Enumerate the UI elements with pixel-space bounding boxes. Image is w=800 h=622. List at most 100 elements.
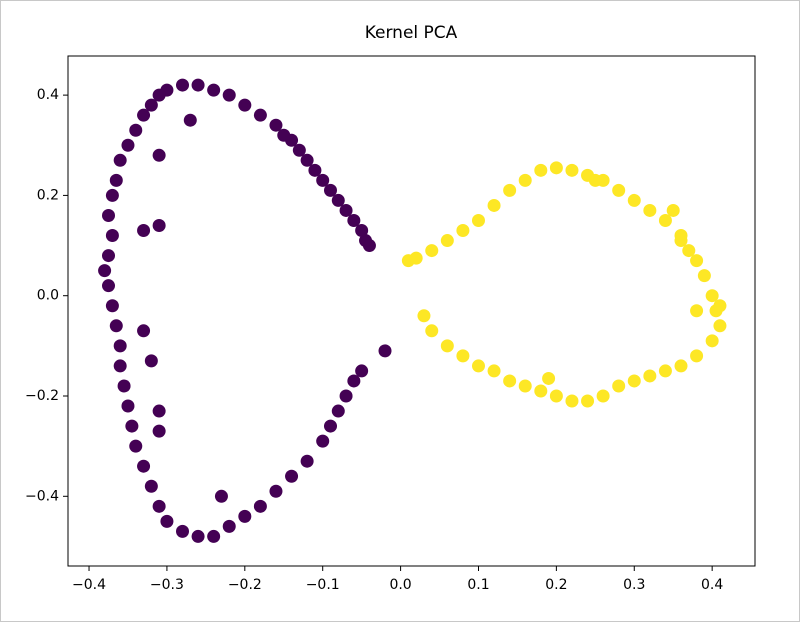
point (98, 264, 112, 278)
point (627, 374, 641, 388)
y-tick-label: 0.0 (37, 288, 59, 304)
point (323, 419, 337, 433)
point (588, 173, 602, 187)
point (503, 374, 517, 388)
point (690, 304, 704, 318)
point (347, 374, 361, 388)
point (152, 424, 166, 438)
point (137, 459, 151, 473)
point (682, 244, 696, 258)
point (105, 299, 119, 313)
point (152, 148, 166, 162)
point (425, 324, 439, 338)
point (121, 399, 135, 413)
point (207, 83, 221, 97)
point (109, 319, 123, 333)
point (183, 113, 197, 127)
point (503, 183, 517, 197)
point (666, 203, 680, 217)
point (176, 524, 189, 538)
point (518, 379, 532, 393)
point (487, 198, 501, 212)
y-tick-label: −0.2 (25, 388, 59, 404)
point (417, 309, 431, 323)
x-tick-label: −0.3 (150, 577, 184, 593)
y-tick-label: −0.4 (25, 488, 59, 504)
point (612, 379, 626, 393)
point (612, 183, 626, 197)
point (316, 173, 330, 187)
x-tick-label: 0.4 (701, 577, 723, 593)
x-tick-label: 0.0 (389, 577, 411, 593)
point (565, 394, 579, 408)
point (378, 344, 392, 358)
point (160, 514, 174, 528)
point (253, 108, 267, 122)
point (643, 369, 657, 383)
point (113, 339, 127, 353)
x-tick-label: 0.1 (467, 577, 489, 593)
point (316, 434, 330, 448)
chart-title: Kernel PCA (365, 23, 458, 43)
point (471, 213, 485, 227)
point (323, 183, 337, 197)
point (331, 193, 345, 207)
point (137, 108, 151, 122)
y-tick-label: 0.4 (37, 87, 59, 103)
point (102, 249, 116, 263)
x-tick-label: 0.3 (623, 577, 645, 593)
point (277, 128, 291, 142)
point (253, 499, 267, 513)
y-tick-label: 0.2 (37, 187, 59, 203)
point (713, 299, 727, 313)
point (285, 469, 299, 483)
point (222, 88, 236, 102)
point (331, 404, 345, 418)
point (643, 203, 657, 217)
point (456, 349, 470, 363)
point (705, 289, 719, 303)
point (549, 389, 563, 403)
point (207, 529, 221, 543)
point (542, 371, 556, 385)
point (105, 229, 119, 243)
point (565, 163, 579, 177)
point (339, 389, 353, 403)
point (487, 364, 501, 378)
point (627, 193, 641, 207)
point (339, 203, 353, 217)
point (109, 173, 123, 187)
point (534, 163, 548, 177)
point (137, 324, 151, 338)
point (176, 78, 189, 92)
point (152, 404, 166, 418)
x-tick-label: −0.2 (228, 577, 262, 593)
point (121, 138, 135, 152)
point (697, 269, 711, 283)
plot-frame (67, 55, 756, 567)
point (596, 389, 610, 403)
point (658, 364, 672, 378)
point (238, 509, 252, 523)
point (674, 359, 688, 373)
point (214, 489, 228, 503)
point (658, 213, 672, 227)
point (292, 143, 306, 157)
point (549, 161, 563, 175)
point (705, 334, 719, 348)
point (117, 379, 131, 393)
point (129, 123, 143, 137)
point (674, 234, 688, 248)
point (581, 394, 595, 408)
point (144, 354, 158, 368)
point (308, 163, 322, 177)
point (191, 78, 205, 92)
point (191, 529, 205, 543)
point (355, 224, 369, 238)
point (152, 88, 166, 102)
point (222, 519, 236, 533)
point (152, 218, 166, 232)
point (355, 364, 369, 378)
point (102, 279, 116, 293)
point (137, 224, 151, 238)
